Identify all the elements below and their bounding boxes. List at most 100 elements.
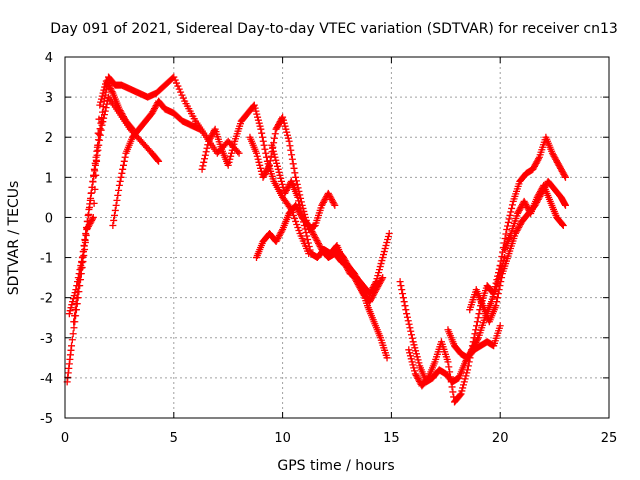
data-point-marker (227, 152, 235, 160)
data-point-marker (551, 154, 559, 162)
data-point-marker (109, 221, 117, 229)
data-point-marker (255, 158, 263, 166)
data-point-marker (205, 136, 213, 144)
data-point-marker (78, 259, 86, 267)
data-point-marker (515, 206, 523, 214)
data-point-marker (319, 200, 327, 208)
data-point-marker (378, 275, 386, 283)
data-point-marker (414, 356, 422, 364)
data-point-marker (555, 161, 563, 169)
data-point-marker (203, 144, 211, 152)
data-point-marker (89, 213, 97, 221)
data-point-marker (408, 331, 416, 339)
data-point-marker (382, 242, 390, 250)
data-point-marker (375, 266, 383, 274)
data-point-marker (91, 185, 99, 193)
data-point-marker (405, 346, 413, 354)
data-point-marker (281, 122, 289, 130)
data-point-marker (320, 197, 328, 205)
data-point-marker (412, 371, 420, 379)
data-point-marker (89, 178, 97, 186)
data-point-marker (250, 101, 258, 109)
data-point-marker (254, 113, 262, 121)
data-point-marker (103, 79, 111, 87)
data-point-marker (306, 246, 314, 254)
data-point-marker (274, 165, 282, 173)
data-point-marker (276, 171, 284, 179)
data-point-marker (291, 169, 299, 177)
data-point-marker (520, 197, 528, 205)
data-point-marker (265, 163, 273, 171)
data-point-marker (252, 149, 260, 157)
data-point-marker (370, 290, 378, 298)
data-point-marker (254, 116, 262, 124)
data-point-marker (535, 190, 543, 198)
data-point-marker (377, 260, 385, 268)
data-point-marker (175, 85, 183, 93)
data-point-marker (278, 180, 286, 188)
data-point-marker (297, 207, 305, 215)
y-tick-label: 1 (45, 171, 53, 186)
data-point-marker (409, 361, 417, 369)
data-point-marker (270, 134, 278, 142)
data-point-marker (173, 79, 181, 87)
data-point-marker (278, 115, 286, 123)
data-point-marker (100, 114, 108, 122)
satellite-track-12 (444, 322, 504, 362)
data-point-marker (96, 125, 104, 133)
data-point-marker (406, 324, 414, 332)
data-point-marker (319, 198, 327, 206)
data-point-marker (119, 113, 127, 121)
data-point-marker (75, 276, 83, 284)
data-point-marker (554, 160, 562, 168)
data-point-marker (292, 173, 300, 181)
data-point-marker (178, 91, 186, 99)
data-point-marker (446, 368, 454, 376)
data-point-marker (398, 286, 406, 294)
data-point-marker (557, 166, 565, 174)
data-point-marker (374, 272, 382, 280)
y-tick-label: -2 (40, 292, 53, 307)
data-point-marker (375, 281, 383, 289)
data-point-marker (119, 161, 127, 169)
data-point-marker (85, 221, 93, 229)
data-point-marker (384, 232, 392, 240)
data-point-marker (107, 86, 115, 94)
data-point-marker (290, 164, 298, 172)
data-point-marker (347, 267, 355, 275)
data-point-marker (288, 155, 296, 163)
data-point-marker (294, 223, 302, 231)
data-point-marker (69, 298, 77, 306)
data-point-marker (91, 167, 99, 175)
data-point-marker (355, 282, 363, 290)
data-point-marker (87, 218, 95, 226)
data-point-marker (98, 92, 106, 100)
data-point-marker (88, 216, 96, 224)
data-point-marker (269, 144, 277, 152)
y-tick-label: 0 (45, 211, 53, 226)
data-point-marker (254, 155, 262, 163)
data-point-marker (357, 287, 365, 295)
data-point-marker (230, 140, 238, 148)
data-point-marker (456, 391, 464, 399)
data-point-marker (258, 133, 266, 141)
data-point-marker (106, 85, 114, 93)
data-point-marker (282, 188, 290, 196)
data-point-marker (342, 258, 350, 266)
data-point-marker (373, 284, 381, 292)
data-point-marker (464, 362, 472, 370)
data-point-marker (293, 180, 301, 188)
data-point-marker (256, 161, 264, 169)
data-point-marker (468, 342, 476, 350)
data-point-marker (321, 195, 329, 203)
data-point-marker (356, 284, 364, 292)
x-tick-label: 0 (61, 431, 69, 446)
data-point-marker (105, 82, 113, 90)
data-point-marker (273, 236, 281, 244)
data-point-marker (258, 129, 266, 137)
data-point-marker (306, 223, 314, 231)
data-point-marker (282, 125, 290, 133)
data-point-marker (349, 272, 357, 280)
data-point-marker (310, 232, 318, 240)
data-point-marker (99, 89, 107, 97)
